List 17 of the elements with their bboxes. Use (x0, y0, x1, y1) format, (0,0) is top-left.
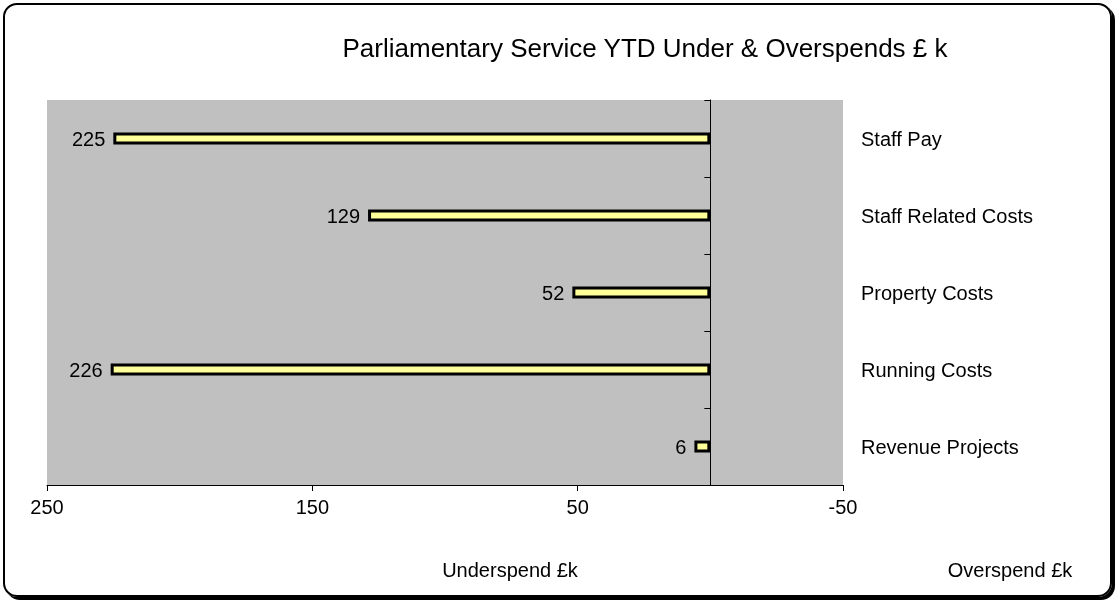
x-tick-label: 50 (566, 496, 589, 518)
data-label: 52 (542, 281, 565, 304)
data-label: 129 (326, 204, 361, 227)
y-tick-label: Revenue Projects (861, 435, 1019, 458)
y-tick-label: Property Costs (861, 281, 994, 304)
y-tick-label: Staff Pay (861, 127, 942, 150)
data-label: 225 (71, 127, 106, 150)
text: Overspend £k (947, 559, 1074, 581)
y-tick-label: Staff Related Costs (861, 204, 1033, 227)
data-label: 6 (675, 435, 687, 458)
x-tick-label: 150 (295, 496, 330, 518)
x-tick-label: 250 (30, 496, 64, 518)
y-tick-label: Running Costs (861, 358, 993, 381)
x-tick-label: -50 (828, 496, 858, 518)
chart-title: Parliamentary Service YTD Under & Overspends £ k (342, 33, 949, 63)
text: Underspend £k (442, 559, 579, 581)
data-label: 226 (69, 358, 103, 381)
